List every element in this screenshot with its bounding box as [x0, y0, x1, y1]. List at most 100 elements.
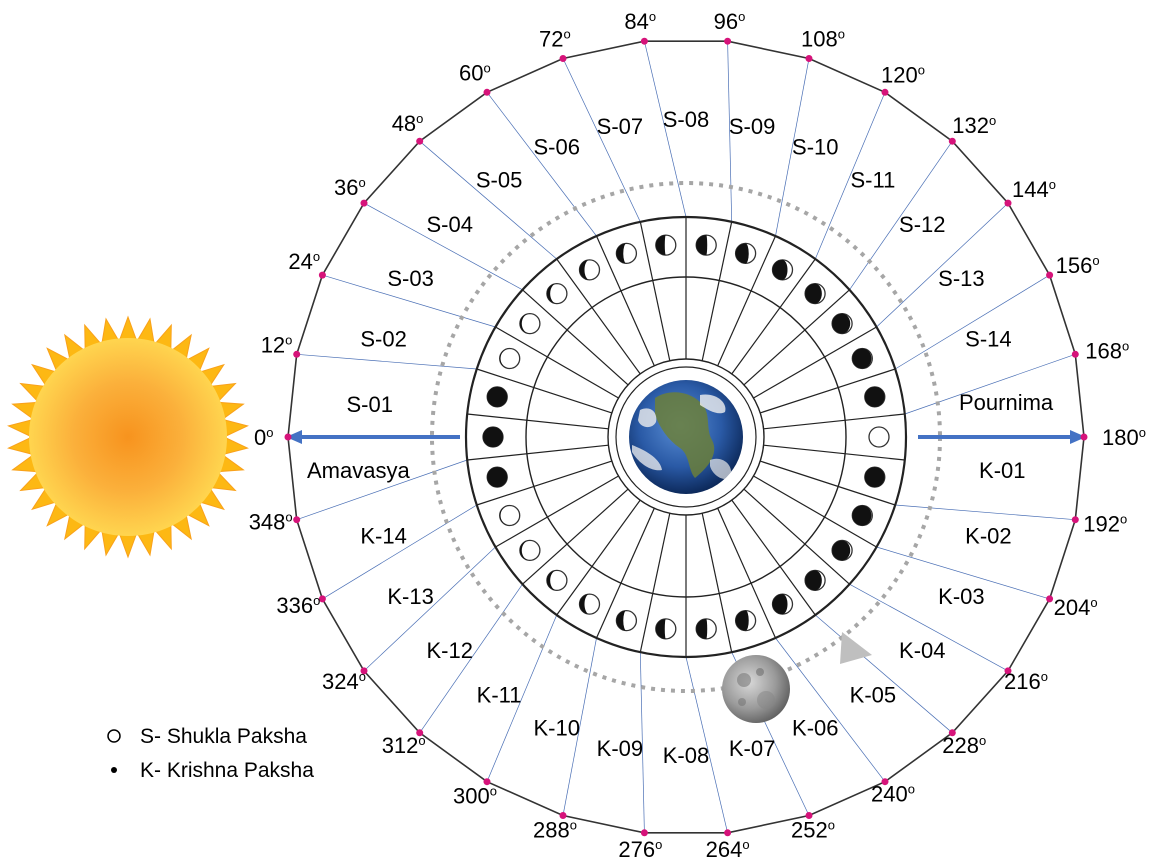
degree-label: 324o: [322, 669, 366, 694]
degree-label: 180o: [1102, 425, 1146, 450]
degree-value: 240: [871, 782, 908, 807]
moon-phase-icon: [546, 282, 568, 305]
degree-symbol: o: [738, 9, 745, 24]
moon-phase-icon: [499, 504, 521, 527]
degree-tick-dot: [724, 829, 732, 837]
degree-label: 312o: [382, 733, 426, 758]
degree-symbol: o: [979, 733, 986, 748]
degree-tick-dot: [284, 433, 292, 441]
krishna-tithi-label: K-05: [850, 682, 896, 707]
legend-shukla: S- Shukla Paksha: [140, 725, 307, 748]
degree-symbol: o: [655, 837, 662, 852]
degree-symbol: o: [483, 60, 490, 75]
moon-phase-icon: [734, 609, 757, 632]
moon-icon: [722, 655, 790, 723]
degree-label: 300o: [453, 784, 497, 809]
degree-label: 168o: [1085, 338, 1129, 363]
degree-value: 216: [1004, 669, 1041, 694]
orbit-direction-arrow: [840, 632, 872, 664]
degree-symbol: o: [1041, 669, 1048, 684]
degree-value: 108: [801, 27, 838, 52]
degree-symbol: o: [989, 113, 996, 128]
degree-tick-dot: [483, 88, 491, 96]
shukla-tithi-label: S-09: [729, 114, 775, 139]
degree-label: 36o: [334, 175, 366, 200]
degree-value: 204: [1054, 595, 1091, 620]
degree-label: 96o: [714, 9, 746, 34]
moon-phase-icon: [486, 466, 508, 488]
degree-tick-dot: [318, 595, 326, 603]
degree-value: 48: [392, 111, 416, 136]
degree-label: 228o: [942, 733, 986, 758]
degree-symbol: o: [838, 27, 845, 42]
moon-phase-icon: [546, 569, 568, 592]
moon-phase-icon: [868, 426, 890, 448]
shukla-tithi-label: S-11: [850, 168, 895, 193]
krishna-tithi-label: K-14: [360, 523, 406, 548]
degree-tick-dot: [293, 350, 301, 358]
degree-label: 48o: [392, 111, 424, 136]
moon-phase-icon: [615, 242, 638, 265]
degree-tick-dot: [640, 829, 648, 837]
degree-tick-dot: [416, 137, 424, 145]
degree-value: 348: [249, 510, 286, 535]
shukla-tithi-label: S-01: [346, 392, 392, 417]
krishna-tithi-label: K-10: [533, 716, 579, 741]
degree-symbol: o: [313, 593, 320, 608]
degree-label: 144o: [1012, 177, 1056, 202]
shukla-tithi-label: S-03: [387, 266, 433, 291]
degree-label: 132o: [952, 113, 996, 138]
degree-label: 120o: [881, 62, 925, 87]
degree-label: 336o: [276, 593, 320, 618]
degree-symbol: o: [418, 733, 425, 748]
moon-phase-icon: [655, 618, 677, 640]
degree-symbol: o: [742, 837, 749, 852]
earth-icon: [629, 380, 743, 494]
degree-value: 192: [1083, 512, 1120, 537]
moon-phase-icon: [519, 539, 541, 562]
degree-tick-dot: [1004, 667, 1012, 675]
degree-tick-dot: [559, 812, 567, 819]
degree-value: 72: [539, 27, 563, 52]
shukla-tithi-label: S-05: [476, 168, 522, 193]
degree-tick-dot: [1046, 595, 1054, 603]
degree-tick-dot: [293, 516, 301, 524]
moon-phase-icon: [615, 609, 638, 632]
degree-tick-dot: [881, 88, 889, 96]
shukla-tithi-label: S-12: [899, 212, 945, 237]
degree-symbol: o: [1090, 595, 1097, 610]
degree-tick-dot: [559, 55, 567, 62]
degree-value: 228: [942, 733, 979, 758]
shukla-tithi-label: S-10: [792, 135, 838, 160]
degree-tick-dot: [805, 812, 813, 819]
degree-symbol: o: [649, 9, 656, 24]
degree-value: 276: [618, 837, 655, 862]
degree-symbol: o: [1092, 253, 1099, 268]
moon-phase-icon: [734, 242, 757, 265]
degree-label: 12o: [261, 332, 293, 357]
degree-value: 252: [791, 818, 828, 843]
degree-tick-dot: [318, 271, 326, 279]
amavasya-label: Amavasya: [307, 458, 410, 483]
degree-symbol: o: [1122, 338, 1129, 353]
degree-value: 144: [1012, 177, 1049, 202]
degree-value: 12: [261, 332, 285, 357]
sun-direction-arrows: [286, 430, 1086, 444]
degree-tick-dot: [724, 37, 732, 45]
moon-phase-icon: [771, 593, 794, 615]
degree-value: 312: [382, 733, 419, 758]
degree-symbol: o: [570, 818, 577, 833]
degree-label: 276o: [618, 837, 662, 862]
degree-symbol: o: [1139, 425, 1146, 440]
moon-phase-icon: [851, 504, 873, 527]
shukla-tithi-label: S-06: [533, 135, 579, 160]
degree-value: 300: [453, 784, 490, 809]
degree-tick-dot: [416, 729, 424, 737]
degree-value: 36: [334, 175, 358, 200]
degree-label: 192o: [1083, 512, 1127, 537]
degree-value: 180: [1102, 425, 1139, 450]
degree-symbol: o: [313, 249, 320, 264]
degree-value: 168: [1085, 338, 1122, 363]
degree-value: 0: [254, 425, 266, 450]
sun-icon: [7, 315, 249, 559]
